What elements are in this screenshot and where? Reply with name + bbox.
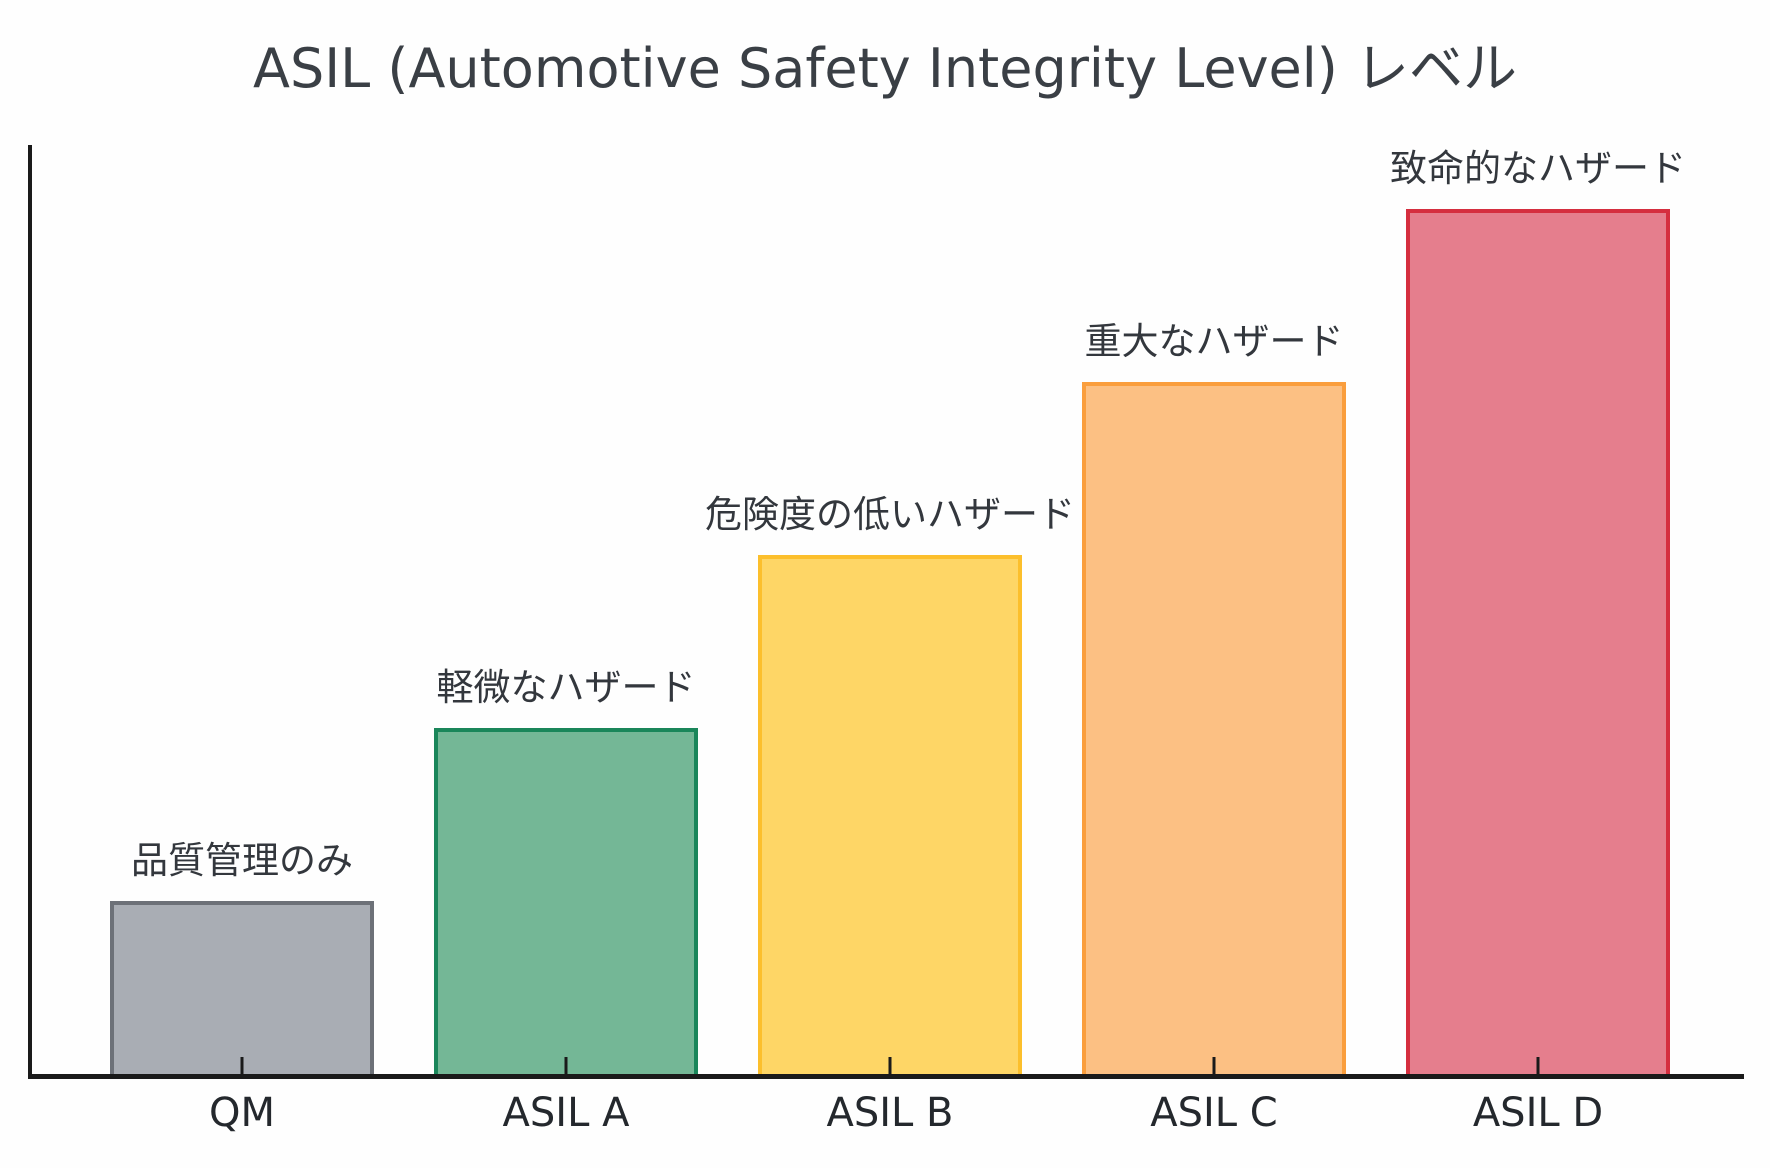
bar-asil-a [434,728,698,1074]
x-tick-label-asil-d: ASIL D [1472,1090,1604,1136]
bar-qm [110,901,374,1074]
x-tick-label-asil-a: ASIL A [502,1090,630,1136]
bar-annotation-asil-c: 重大なハザード [1084,320,1344,363]
bar-annotation-qm: 品質管理のみ [131,839,353,882]
bar-annotation-asil-a: 軽微なハザード [436,666,696,709]
x-axis-tick-asil-c [1212,1057,1216,1074]
bar-asil-d [1406,209,1670,1074]
x-axis-tick-qm [240,1057,244,1074]
x-axis-tick-asil-d [1536,1057,1540,1074]
bar-asil-b [758,555,1022,1074]
x-axis-tick-asil-a [564,1057,568,1074]
x-tick-label-asil-b: ASIL B [826,1090,954,1136]
bar-annotation-asil-d: 致命的なハザード [1390,147,1686,190]
bar-annotation-asil-b: 危険度の低いハザード [705,493,1075,536]
x-axis-tick-asil-b [888,1057,892,1074]
bar-asil-c [1082,382,1346,1074]
x-tick-label-qm: QM [209,1090,275,1136]
plot-area: 品質管理のみ QM 軽微なハザード ASIL A 危険度の低いハザード ASIL B 重大な… [28,145,1744,1133]
x-tick-label-asil-c: ASIL C [1150,1090,1278,1136]
chart-title: ASIL (Automotive Safety Integrity Level)… [253,37,1517,100]
